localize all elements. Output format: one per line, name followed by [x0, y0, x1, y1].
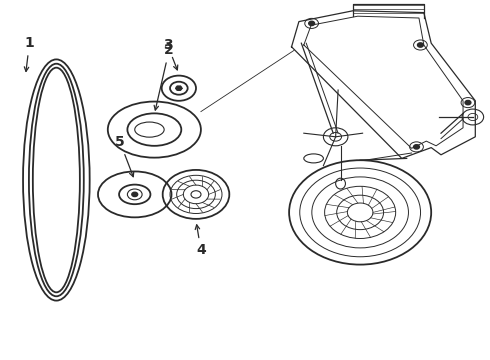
Circle shape: [414, 145, 419, 149]
Text: 4: 4: [195, 225, 206, 257]
Text: 5: 5: [115, 135, 134, 177]
Text: 3: 3: [163, 38, 178, 70]
Circle shape: [176, 86, 182, 90]
Circle shape: [465, 100, 471, 105]
Circle shape: [132, 192, 138, 197]
Circle shape: [417, 43, 423, 47]
Circle shape: [309, 21, 315, 26]
Text: 2: 2: [154, 44, 174, 110]
Text: 1: 1: [24, 36, 34, 71]
